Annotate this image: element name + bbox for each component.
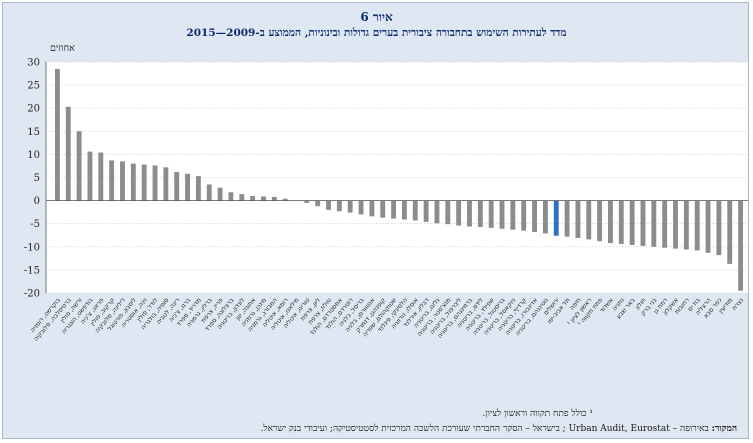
bar bbox=[152, 165, 158, 201]
bar bbox=[369, 200, 375, 217]
bar bbox=[65, 106, 71, 201]
bar bbox=[499, 200, 505, 229]
y-tick-label: 5 bbox=[34, 173, 40, 184]
bar bbox=[141, 164, 147, 201]
bar bbox=[597, 200, 603, 242]
bar bbox=[488, 200, 494, 228]
y-tick-label: 0 bbox=[34, 196, 40, 207]
bar bbox=[456, 200, 462, 226]
bar bbox=[109, 160, 115, 201]
y-axis-label: אחוזים bbox=[50, 43, 75, 54]
y-tick-label: -20 bbox=[24, 289, 40, 300]
bar bbox=[640, 200, 646, 246]
y-tick-label: 30 bbox=[27, 58, 40, 69]
bar bbox=[651, 200, 657, 247]
bar bbox=[445, 200, 451, 225]
source-label: המקור: bbox=[711, 424, 737, 434]
bar bbox=[206, 184, 212, 201]
bar bbox=[542, 200, 548, 234]
bar bbox=[336, 200, 342, 212]
bar bbox=[705, 200, 711, 253]
bar bbox=[282, 198, 288, 201]
bar bbox=[304, 200, 310, 203]
figure-title: מדד לעתירות השימוש בתחבורה ציבורית בערים… bbox=[186, 27, 567, 39]
bar bbox=[629, 200, 635, 245]
bar bbox=[261, 196, 266, 201]
bar bbox=[185, 173, 190, 201]
bar bbox=[98, 152, 104, 201]
bar bbox=[228, 192, 234, 201]
footnote: ¹ כולל פתח תקווה וראשון לציון. bbox=[482, 409, 594, 419]
x-tick-label: נצרת bbox=[731, 297, 745, 312]
bar bbox=[87, 151, 93, 201]
source-note: המקור: באירופה – Urban Audit, Eurostat ;… bbox=[261, 423, 737, 434]
bar bbox=[239, 194, 245, 201]
bar bbox=[434, 200, 440, 224]
source-text: באירופה – Urban Audit, Eurostat ; בישראל… bbox=[260, 424, 709, 434]
bar bbox=[662, 200, 668, 248]
bar bbox=[326, 200, 331, 210]
bar bbox=[727, 200, 733, 264]
bar bbox=[358, 200, 364, 215]
bar bbox=[564, 200, 570, 237]
y-tick-label: 15 bbox=[27, 127, 40, 138]
bar bbox=[412, 200, 418, 221]
bar bbox=[618, 200, 624, 245]
bar bbox=[477, 200, 483, 227]
y-tick-label: -5 bbox=[30, 219, 40, 230]
bar bbox=[347, 200, 353, 213]
bar bbox=[608, 200, 613, 244]
y-tick-label: -15 bbox=[24, 265, 40, 276]
bar bbox=[521, 200, 527, 231]
bar bbox=[575, 200, 581, 239]
bar bbox=[250, 195, 256, 201]
y-tick-label: 25 bbox=[27, 81, 40, 92]
bar bbox=[673, 200, 678, 249]
bar bbox=[315, 200, 321, 207]
bar bbox=[163, 167, 169, 201]
bar bbox=[54, 68, 60, 201]
y-tick-label: -10 bbox=[24, 242, 40, 253]
bar bbox=[174, 171, 180, 201]
bar bbox=[467, 200, 472, 227]
y-tick-label: 10 bbox=[27, 150, 40, 161]
bar bbox=[586, 200, 592, 240]
figure-label: איור 6 bbox=[360, 10, 393, 24]
bar bbox=[683, 200, 689, 250]
bar bbox=[532, 200, 537, 233]
bar bbox=[423, 200, 429, 222]
bar bbox=[271, 196, 277, 201]
bar bbox=[401, 200, 407, 220]
bar bbox=[130, 163, 136, 201]
bar bbox=[553, 200, 559, 236]
bar bbox=[738, 200, 744, 291]
y-tick-label: 20 bbox=[27, 104, 40, 115]
bar bbox=[380, 200, 386, 218]
bar bbox=[694, 200, 700, 251]
bar bbox=[391, 200, 397, 219]
bar bbox=[120, 161, 125, 201]
bar bbox=[76, 131, 82, 201]
bar bbox=[510, 200, 516, 230]
bar bbox=[217, 187, 223, 201]
bar bbox=[195, 176, 201, 201]
bar bbox=[716, 200, 722, 256]
